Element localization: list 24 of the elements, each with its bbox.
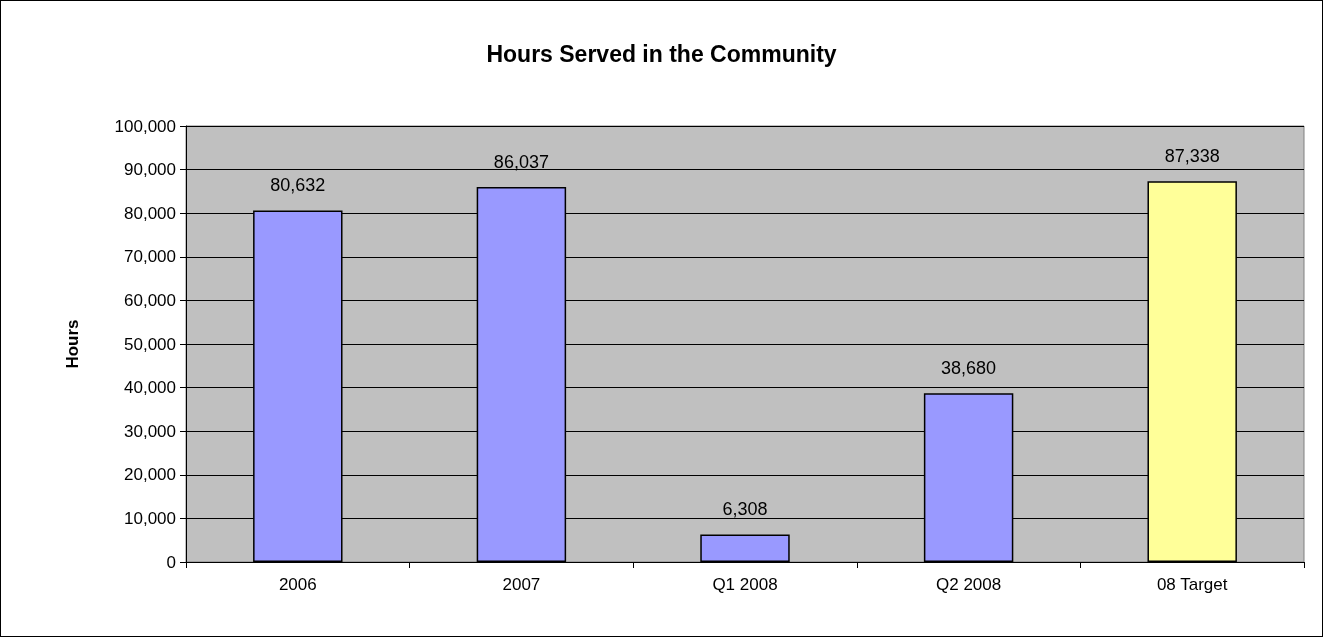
chart-title: Hours Served in the Community bbox=[486, 40, 837, 67]
data-label: 87,338 bbox=[1164, 146, 1220, 167]
data-label: 80,632 bbox=[270, 175, 326, 196]
y-tick-label: 90,000 bbox=[124, 160, 176, 180]
y-tick-label: 70,000 bbox=[124, 247, 176, 267]
y-tick-label: 60,000 bbox=[124, 290, 176, 310]
y-tick-label: 50,000 bbox=[124, 334, 176, 354]
data-label: 38,680 bbox=[941, 358, 997, 379]
bar bbox=[700, 534, 790, 562]
y-tick-label: 40,000 bbox=[124, 378, 176, 398]
y-axis-title: Hours bbox=[63, 319, 82, 369]
x-tick-label: 08 Target bbox=[1156, 575, 1228, 594]
data-label: 86,037 bbox=[493, 151, 549, 172]
data-label: 6,308 bbox=[722, 499, 768, 520]
x-tick-label: Q2 2008 bbox=[935, 575, 1002, 594]
y-tick-label: 80,000 bbox=[124, 203, 176, 223]
y-tick-label: 30,000 bbox=[124, 421, 176, 441]
y-tick-label: 20,000 bbox=[124, 465, 176, 485]
y-tick-label: 0 bbox=[166, 552, 176, 572]
y-tick-label: 100,000 bbox=[114, 116, 176, 136]
x-tick-label: 2006 bbox=[278, 575, 317, 594]
y-tick-label: 10,000 bbox=[124, 508, 176, 528]
x-tick-label: 2007 bbox=[502, 575, 541, 594]
x-tick-label: Q1 2008 bbox=[712, 575, 778, 594]
